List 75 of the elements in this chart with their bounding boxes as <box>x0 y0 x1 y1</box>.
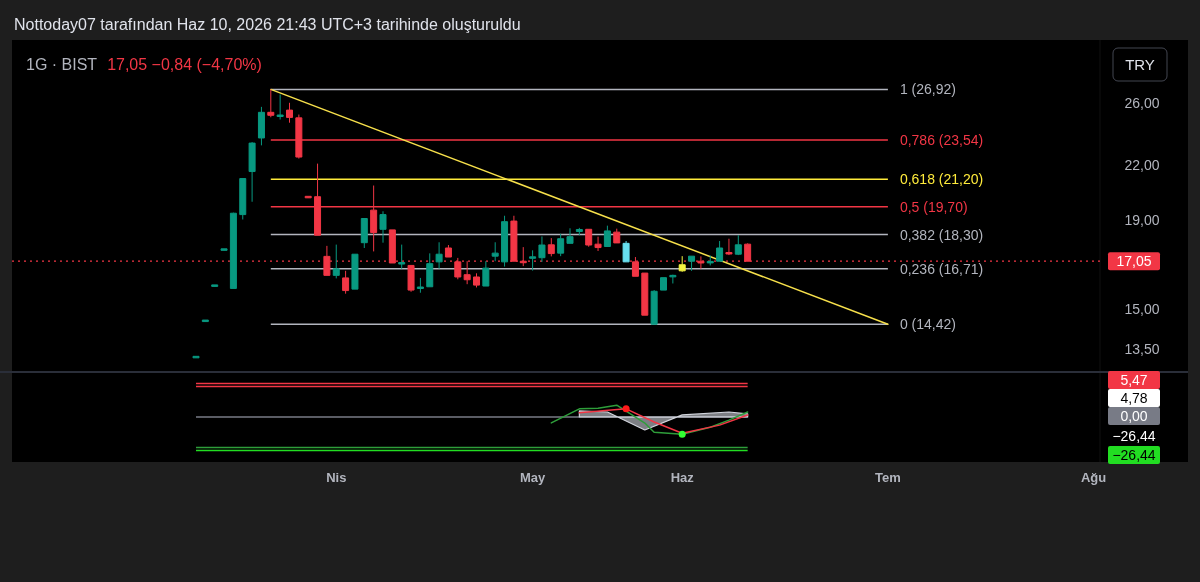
candlestick <box>575 227 583 236</box>
candlestick <box>613 228 621 244</box>
candlestick <box>332 244 340 279</box>
chart-title: Nottoday07 tarafından Haz 10, 2026 21:43 UTC+3 tarihinde oluşturuldu <box>14 16 521 33</box>
candlestick <box>267 88 275 118</box>
candlestick <box>622 240 630 263</box>
candlestick <box>473 272 480 288</box>
ref-line-label: 0,786 (23,54) <box>899 131 984 148</box>
candlestick <box>342 270 350 295</box>
candlestick <box>706 255 714 266</box>
ref-line-label: 1 (26,92) <box>899 81 956 98</box>
x-tick-label: Nis <box>326 470 347 485</box>
candlestick <box>192 355 200 359</box>
candlestick <box>276 93 284 121</box>
candlestick <box>660 277 667 291</box>
candlestick <box>529 249 537 272</box>
y-tick-label: 13,50 <box>1124 341 1160 358</box>
candlestick <box>557 233 565 257</box>
candlestick <box>220 248 228 251</box>
x-tick-label: Tem <box>875 470 901 485</box>
candlestick <box>426 252 434 288</box>
text: 1G · BIST <box>26 56 98 73</box>
candlestick <box>286 102 293 124</box>
candlestick <box>594 236 602 252</box>
candlestick <box>725 238 733 256</box>
candlestick <box>669 274 677 284</box>
y-tick-label: 22,00 <box>1124 157 1160 174</box>
candlestick <box>211 284 219 287</box>
candlestick <box>416 277 424 294</box>
y-tick-label: 19,00 <box>1124 212 1160 229</box>
y-tick-label: 26,00 <box>1124 94 1160 111</box>
text: 0,00 <box>1120 408 1148 424</box>
candlestick <box>257 106 265 146</box>
candlestick <box>641 272 649 316</box>
candlestick <box>239 178 247 220</box>
candlestick <box>398 244 406 270</box>
candlestick <box>716 240 724 262</box>
text: −26,44 <box>1112 428 1156 444</box>
candlestick <box>229 212 237 289</box>
y-tick-label: 15,00 <box>1124 301 1160 318</box>
candlestick <box>248 141 256 203</box>
y-axis-title: TRY <box>1125 56 1155 73</box>
x-tick-label: Ağu <box>1080 470 1107 485</box>
text: −26,44 <box>1112 447 1156 463</box>
candlestick <box>444 244 452 258</box>
text: 4,78 <box>1120 390 1148 406</box>
candlestick <box>510 215 518 262</box>
candlestick <box>435 241 443 270</box>
ref-line-label: 0 (14,42) <box>899 316 956 333</box>
ref-line-label: 0,382 (18,30) <box>899 226 984 243</box>
candlestick <box>538 235 546 263</box>
candlestick <box>407 264 415 293</box>
x-tick-label: Haz <box>670 470 695 485</box>
ref-line-label: 0,618 (21,20) <box>899 171 984 188</box>
ref-line-label: 0,236 (16,71) <box>899 260 984 277</box>
candlestick <box>491 241 499 262</box>
candlestick <box>547 237 555 257</box>
candlestick <box>379 210 387 244</box>
candlestick <box>603 225 611 247</box>
x-tick-label: May <box>519 470 547 485</box>
ref-line-label: 0,5 (19,70) <box>899 198 968 215</box>
candlestick <box>501 215 509 268</box>
candlestick <box>201 319 209 323</box>
annotation: 17,05 −0,84 (−4,70%) <box>107 56 262 73</box>
candlestick <box>734 234 742 256</box>
candlestick <box>678 255 686 273</box>
candlestick <box>360 218 368 249</box>
ref-line-label: 17,05 <box>1116 253 1152 270</box>
candlestick <box>351 253 359 290</box>
candlestick <box>650 289 658 325</box>
text: 5,47 <box>1120 372 1148 388</box>
candlestick <box>482 260 490 287</box>
candlestick <box>688 255 696 272</box>
candlestick <box>585 228 593 248</box>
candlestick <box>566 227 574 244</box>
